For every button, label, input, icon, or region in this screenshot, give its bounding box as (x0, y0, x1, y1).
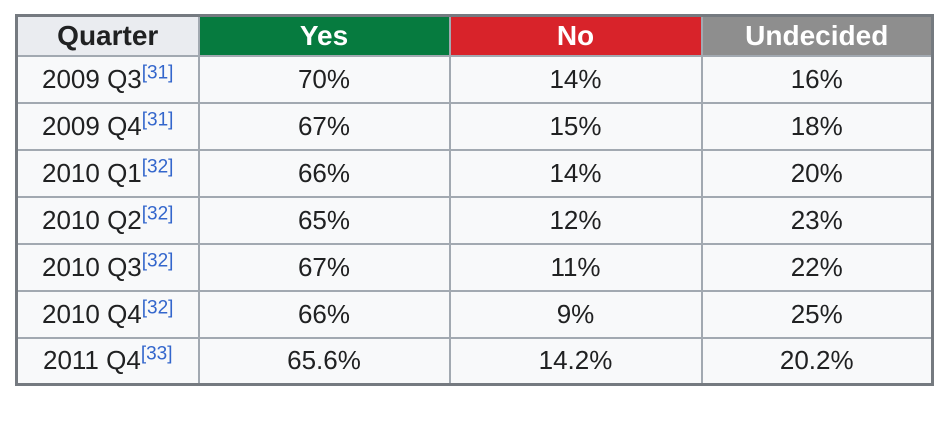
undecided-cell: 20.2% (700, 336, 934, 386)
no-cell: 14.2% (448, 336, 703, 386)
yes-cell: 65% (197, 195, 451, 245)
reference-link[interactable]: [33] (140, 343, 173, 365)
reference-superscript: [32] (142, 297, 174, 318)
reference-superscript: [31] (142, 62, 174, 83)
no-cell: 14% (448, 54, 703, 104)
table-row: 2010 Q4[32] 66% 9% 25% (15, 289, 934, 339)
quarter-label: 2010 Q3 (42, 251, 142, 282)
quarter-label: 2010 Q4 (42, 298, 142, 329)
yes-cell: 65.6% (197, 336, 451, 386)
no-cell: 15% (448, 101, 703, 151)
table-row: 2009 Q4[31] 67% 15% 18% (15, 101, 934, 151)
no-cell: 11% (448, 242, 703, 292)
yes-cell: 67% (197, 242, 451, 292)
quarter-cell: 2010 Q4[32] (15, 289, 200, 339)
reference-superscript: [33] (141, 344, 173, 365)
reference-link[interactable]: [31] (141, 108, 174, 130)
undecided-cell: 22% (700, 242, 934, 292)
table-row: 2009 Q3[31] 70% 14% 16% (15, 54, 934, 104)
no-cell: 9% (448, 289, 703, 339)
quarter-label: 2010 Q2 (42, 204, 142, 235)
column-header-undecided: Undecided (700, 14, 934, 57)
yes-cell: 67% (197, 101, 451, 151)
table-row: 2010 Q2[32] 65% 12% 23% (15, 195, 934, 245)
table-row: 2011 Q4[33] 65.6% 14.2% 20.2% (15, 336, 934, 386)
reference-superscript: [32] (142, 203, 174, 224)
reference-link[interactable]: [32] (141, 155, 174, 177)
yes-cell: 66% (197, 148, 451, 198)
reference-superscript: [32] (142, 156, 174, 177)
table-row: 2010 Q1[32] 66% 14% 20% (15, 148, 934, 198)
quarter-cell: 2010 Q3[32] (15, 242, 200, 292)
reference-superscript: [32] (142, 250, 174, 271)
column-header-no: No (448, 14, 703, 57)
reference-link[interactable]: [32] (141, 296, 174, 318)
quarter-cell: 2009 Q3[31] (15, 54, 200, 104)
reference-superscript: [31] (142, 109, 174, 130)
undecided-cell: 20% (700, 148, 934, 198)
quarter-label: 2010 Q1 (42, 157, 142, 188)
quarter-label: 2011 Q4 (42, 345, 141, 376)
undecided-cell: 16% (700, 54, 934, 104)
no-cell: 12% (448, 195, 703, 245)
undecided-cell: 23% (700, 195, 934, 245)
reference-link[interactable]: [31] (141, 61, 174, 83)
quarter-cell: 2009 Q4[31] (15, 101, 200, 151)
quarter-cell: 2010 Q1[32] (15, 148, 200, 198)
undecided-cell: 25% (700, 289, 934, 339)
column-header-yes: Yes (197, 14, 451, 57)
yes-cell: 70% (197, 54, 451, 104)
undecided-cell: 18% (700, 101, 934, 151)
column-header-quarter: Quarter (15, 14, 200, 57)
reference-link[interactable]: [32] (141, 202, 174, 224)
poll-results-table: Quarter Yes No Undecided 2009 Q3[31] 70%… (15, 14, 934, 386)
quarter-cell: 2011 Q4[33] (15, 336, 200, 386)
quarter-label: 2009 Q3 (42, 63, 142, 94)
table-row: 2010 Q3[32] 67% 11% 22% (15, 242, 934, 292)
no-cell: 14% (448, 148, 703, 198)
reference-link[interactable]: [32] (141, 249, 174, 271)
header-row: Quarter Yes No Undecided (15, 14, 934, 57)
quarter-cell: 2010 Q2[32] (15, 195, 200, 245)
yes-cell: 66% (197, 289, 451, 339)
quarter-label: 2009 Q4 (42, 110, 142, 141)
